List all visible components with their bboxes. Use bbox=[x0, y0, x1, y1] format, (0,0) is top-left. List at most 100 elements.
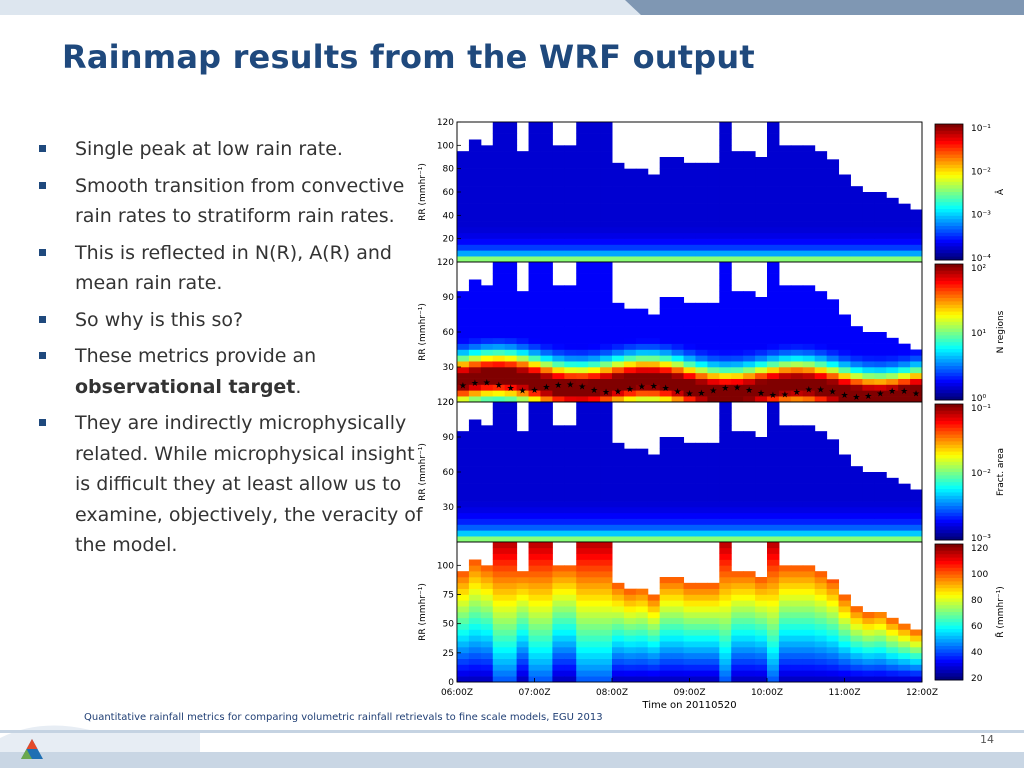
heatmap-cell bbox=[862, 501, 875, 508]
heatmap-cell bbox=[719, 302, 732, 309]
heatmap-cell bbox=[540, 133, 553, 140]
y-axis-label: RR (mmhr⁻¹) bbox=[418, 163, 428, 221]
heatmap-cell bbox=[623, 635, 637, 642]
heatmap-cell bbox=[492, 297, 506, 304]
heatmap-cell bbox=[695, 641, 708, 648]
heatmap-cell bbox=[600, 384, 613, 391]
heatmap-cell bbox=[755, 600, 768, 607]
heatmap-cell bbox=[838, 460, 851, 467]
heatmap-cell bbox=[731, 221, 744, 228]
x-tick-label: 08:00Z bbox=[596, 688, 628, 698]
heatmap-cell bbox=[564, 378, 577, 385]
heatmap-cell bbox=[480, 454, 494, 461]
colorbar-segment bbox=[935, 561, 963, 565]
heatmap-cell bbox=[516, 256, 530, 263]
heatmap-cell bbox=[719, 133, 732, 140]
heatmap-cell bbox=[802, 437, 816, 444]
peak-star-marker: ★ bbox=[554, 381, 562, 391]
heatmap-cell bbox=[695, 227, 708, 234]
heatmap-cell bbox=[528, 629, 541, 636]
heatmap-cell bbox=[552, 442, 565, 449]
heatmap-cell bbox=[540, 402, 553, 409]
heatmap-cell bbox=[468, 437, 482, 444]
colorbar-segment bbox=[935, 632, 963, 637]
heatmap-cell bbox=[647, 641, 661, 648]
peak-star-marker: ★ bbox=[638, 382, 646, 392]
colorbar-segment bbox=[935, 414, 963, 419]
heatmap-cell bbox=[540, 425, 553, 432]
heatmap-cell bbox=[576, 507, 589, 514]
heatmap-cell bbox=[767, 460, 780, 467]
heatmap-cell bbox=[886, 676, 899, 683]
heatmap-cell bbox=[874, 612, 887, 619]
heatmap-cell bbox=[886, 367, 899, 374]
heatmap-cell bbox=[802, 326, 816, 333]
heatmap-cell bbox=[564, 483, 577, 490]
heatmap-cell bbox=[731, 460, 744, 467]
heatmap-cell bbox=[492, 174, 506, 181]
heatmap-cell bbox=[778, 466, 792, 473]
heatmap-cell bbox=[719, 372, 732, 379]
heatmap-cell bbox=[480, 676, 494, 683]
heatmap-cell bbox=[635, 594, 649, 601]
heatmap-cell bbox=[516, 647, 530, 654]
heatmap-cell bbox=[719, 297, 732, 304]
heatmap-cell bbox=[886, 250, 899, 257]
heatmap-cell bbox=[743, 384, 756, 391]
heatmap-cell bbox=[838, 617, 851, 624]
heatmap-cell bbox=[778, 314, 792, 321]
heatmap-cell bbox=[600, 151, 613, 158]
heatmap-cell bbox=[755, 635, 768, 642]
heatmap-cell bbox=[492, 431, 506, 438]
heatmap-cell bbox=[767, 390, 780, 397]
heatmap-cell bbox=[671, 472, 685, 479]
heatmap-cell bbox=[683, 396, 696, 403]
heatmap-cell bbox=[457, 197, 470, 204]
heatmap-cell bbox=[838, 512, 851, 519]
heatmap-cell bbox=[790, 652, 804, 659]
heatmap-cell bbox=[600, 676, 613, 683]
heatmap-cell bbox=[528, 157, 541, 164]
y-tick-label: 40 bbox=[443, 211, 455, 221]
heatmap-cell bbox=[504, 162, 518, 169]
heatmap-cell bbox=[683, 186, 696, 193]
heatmap-cell bbox=[457, 384, 470, 391]
heatmap-cell bbox=[778, 174, 792, 181]
institution-logo-icon bbox=[21, 739, 43, 759]
colorbar-segment bbox=[935, 232, 963, 237]
heatmap-cell bbox=[874, 372, 887, 379]
heatmap-cell bbox=[516, 157, 530, 164]
heatmap-cell bbox=[790, 250, 804, 257]
colorbar-segment bbox=[935, 345, 963, 350]
heatmap-cell bbox=[588, 227, 601, 234]
heatmap-cell bbox=[516, 594, 530, 601]
heatmap-cell bbox=[623, 314, 637, 321]
heatmap-cell bbox=[635, 658, 649, 665]
heatmap-cell bbox=[468, 378, 482, 385]
heatmap-cell bbox=[528, 553, 541, 560]
heatmap-cell bbox=[528, 396, 541, 403]
heatmap-cell bbox=[659, 215, 673, 222]
heatmap-cell bbox=[826, 180, 840, 187]
heatmap-cell bbox=[874, 227, 887, 234]
heatmap-cell bbox=[850, 343, 863, 350]
heatmap-cell bbox=[564, 291, 577, 298]
heatmap-cell bbox=[814, 209, 828, 216]
heatmap-cell bbox=[802, 518, 816, 525]
heatmap-cell bbox=[743, 168, 756, 175]
heatmap-cell bbox=[814, 647, 828, 654]
heatmap-cell bbox=[528, 197, 541, 204]
heatmap-cell bbox=[528, 454, 541, 461]
heatmap-cell bbox=[468, 600, 482, 607]
heatmap-cell bbox=[790, 285, 804, 292]
heatmap-cell bbox=[492, 472, 506, 479]
heatmap-cell bbox=[576, 635, 589, 642]
heatmap-cell bbox=[492, 361, 506, 368]
colorbar-segment bbox=[935, 652, 963, 657]
heatmap-cell bbox=[504, 285, 518, 292]
heatmap-cell bbox=[719, 670, 732, 677]
heatmap-cell bbox=[886, 209, 899, 216]
heatmap-cell bbox=[850, 676, 863, 683]
heatmap-cell bbox=[778, 355, 792, 362]
heatmap-cell bbox=[552, 472, 565, 479]
